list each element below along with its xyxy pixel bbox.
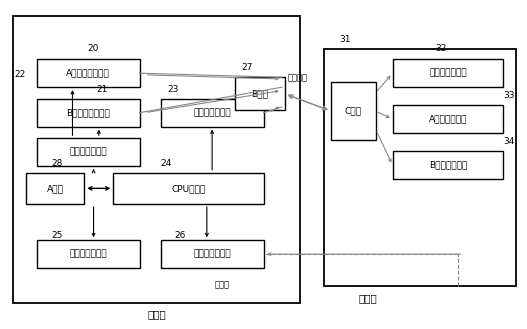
Text: 接收盒: 接收盒 <box>147 309 166 319</box>
Text: 有线连接: 有线连接 <box>288 73 308 82</box>
Text: 27: 27 <box>241 63 253 72</box>
Text: 34: 34 <box>503 138 515 146</box>
Text: 左超声波检测器: 左超声波检测器 <box>70 250 107 259</box>
Text: 21: 21 <box>96 85 108 94</box>
Text: 28: 28 <box>51 160 63 168</box>
Bar <box>113 173 264 204</box>
Text: 31: 31 <box>339 36 350 44</box>
Text: B超声波发生器: B超声波发生器 <box>429 161 467 170</box>
Bar <box>393 151 503 179</box>
Text: C接口: C接口 <box>345 107 362 115</box>
Text: 笔尖压力转换器: 笔尖压力转换器 <box>193 108 231 117</box>
Text: 24: 24 <box>161 160 172 168</box>
Text: 手写笔: 手写笔 <box>358 293 377 303</box>
Bar <box>161 99 264 127</box>
Text: 20: 20 <box>87 44 99 53</box>
Text: CPU控制器: CPU控制器 <box>171 184 206 193</box>
Bar <box>37 99 140 127</box>
Text: A接口: A接口 <box>47 184 64 193</box>
Text: 笔尖压力传感器: 笔尖压力传感器 <box>429 69 467 78</box>
Bar <box>26 173 84 204</box>
Bar <box>324 49 516 286</box>
Bar <box>37 240 140 268</box>
Bar <box>37 138 140 166</box>
Text: A超声波发生器: A超声波发生器 <box>429 115 467 124</box>
Text: 25: 25 <box>51 231 63 240</box>
Text: 超声波: 超声波 <box>214 280 229 289</box>
Text: 22: 22 <box>14 70 25 79</box>
Text: B超声波发生使能: B超声波发生使能 <box>66 108 110 117</box>
Bar <box>13 16 300 303</box>
Bar <box>235 77 285 110</box>
Text: 26: 26 <box>174 231 186 240</box>
Bar <box>37 59 140 87</box>
Bar <box>161 240 264 268</box>
Text: 32: 32 <box>435 44 447 53</box>
Text: 右超声波检测器: 右超声波检测器 <box>193 250 231 259</box>
Bar <box>393 59 503 87</box>
Text: 同步信号产生器: 同步信号产生器 <box>70 148 107 157</box>
Text: A超声波发生使能: A超声波发生使能 <box>66 69 110 78</box>
Text: 33: 33 <box>503 91 515 100</box>
Text: B接口: B接口 <box>251 89 268 98</box>
Bar <box>393 105 503 133</box>
Bar <box>331 82 376 140</box>
Text: 23: 23 <box>168 85 179 94</box>
